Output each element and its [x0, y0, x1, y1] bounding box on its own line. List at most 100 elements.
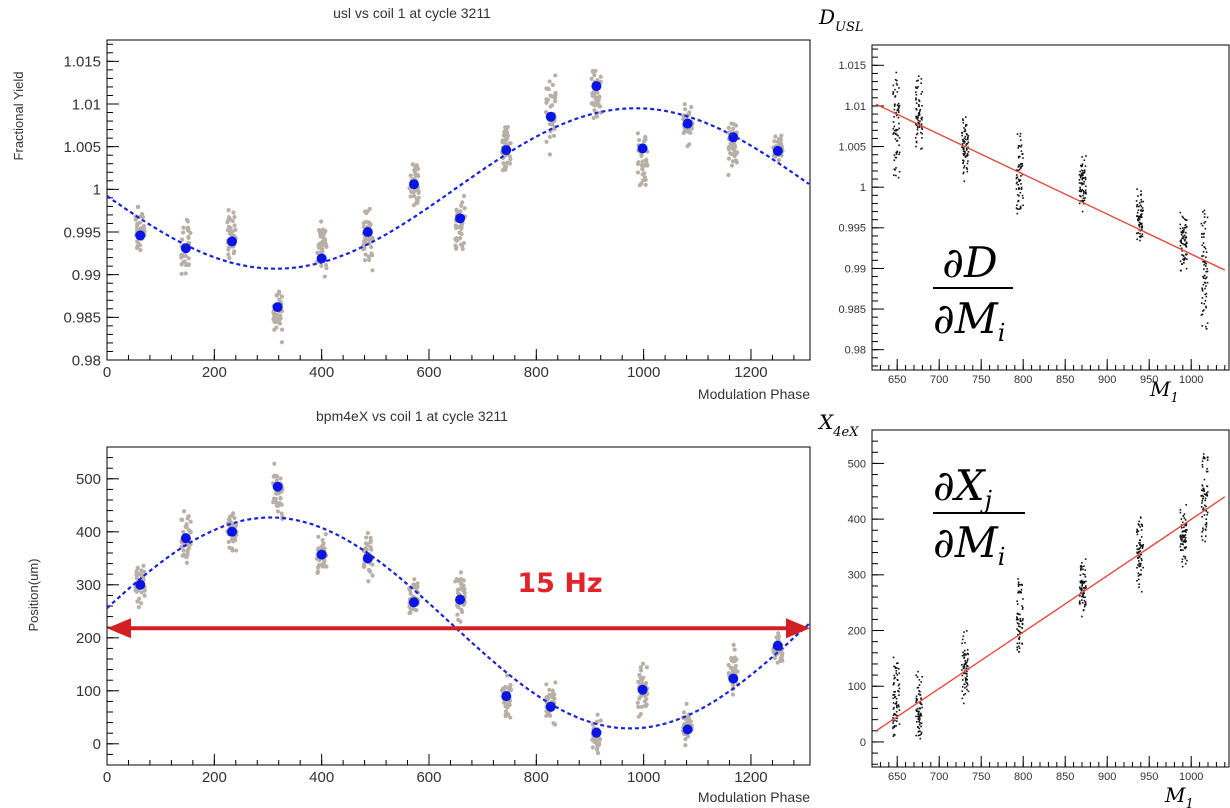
- data-point: [1136, 548, 1139, 551]
- data-point: [1021, 627, 1024, 629]
- data-point: [1085, 580, 1087, 583]
- raw-data-point: [183, 524, 188, 530]
- data-point: [892, 726, 894, 728]
- data-point: [1081, 177, 1084, 179]
- data-point: [892, 727, 894, 730]
- data-point: [897, 667, 900, 670]
- raw-data-point: [684, 701, 689, 706]
- mean-point: [728, 673, 739, 684]
- data-point: [1082, 197, 1085, 200]
- data-point: [1140, 573, 1142, 576]
- data-point: [1079, 580, 1082, 583]
- raw-data-point: [321, 546, 326, 551]
- raw-data-point: [547, 134, 552, 139]
- fit-line: [875, 496, 1226, 732]
- data-point: [1200, 222, 1203, 225]
- data-point: [916, 126, 919, 129]
- raw-data-point: [459, 607, 464, 612]
- data-point: [1180, 518, 1183, 520]
- raw-data-point: [728, 141, 733, 146]
- plot-area: 650 700 750 800 850 900 950 1000 0 100 200 300 400 50…: [848, 429, 1230, 783]
- data-point: [1204, 523, 1207, 526]
- data-point: [964, 641, 966, 644]
- data-point: [1137, 195, 1139, 197]
- data-point: [1182, 237, 1185, 240]
- raw-data-point: [363, 252, 368, 257]
- data-point: [1140, 536, 1143, 538]
- raw-data-point: [135, 565, 140, 571]
- data-point: [967, 141, 970, 144]
- raw-data-point: [323, 532, 328, 537]
- data-point: [1083, 169, 1086, 171]
- data-point: [1202, 255, 1205, 257]
- data-point: [892, 92, 895, 94]
- data-point: [1136, 188, 1138, 191]
- data-point: [920, 698, 922, 700]
- data-point: [1205, 305, 1207, 308]
- data-point: [917, 75, 920, 77]
- data-point: [921, 127, 923, 129]
- data-point: [1136, 551, 1138, 554]
- mean-point: [545, 701, 556, 712]
- data-point: [1182, 541, 1185, 543]
- data-point: [961, 686, 964, 688]
- data-point: [918, 679, 921, 681]
- raw-data-point: [734, 160, 739, 165]
- data-point: [1079, 190, 1081, 192]
- data-point: [1183, 229, 1185, 231]
- data-point: [1138, 520, 1140, 523]
- data-point: [1180, 233, 1183, 236]
- data-point: [1142, 544, 1144, 546]
- data-point: [1138, 550, 1140, 553]
- x-tick-label: 700: [930, 374, 948, 386]
- mean-point: [408, 597, 419, 608]
- data-point: [1203, 263, 1206, 266]
- y-tick-label: 1.015: [63, 54, 101, 71]
- data-point: [919, 730, 921, 733]
- data-point: [1206, 456, 1209, 459]
- data-point: [963, 653, 965, 656]
- data-point: [965, 685, 968, 688]
- raw-data-point: [138, 248, 143, 253]
- data-point: [1184, 236, 1187, 238]
- data-point: [918, 126, 921, 128]
- data-point: [1184, 239, 1186, 242]
- data-point: [1020, 188, 1023, 191]
- raw-data-point: [595, 750, 601, 756]
- data-point: [1081, 164, 1083, 167]
- raw-data-point: [187, 528, 192, 533]
- raw-data-point: [642, 171, 647, 176]
- raw-data-point: [366, 579, 371, 584]
- data-point: [1083, 159, 1086, 162]
- data-point: [1201, 500, 1204, 502]
- data-point: [1203, 504, 1206, 507]
- data-point: [918, 105, 920, 108]
- data-point: [892, 714, 895, 717]
- raw-data-point: [274, 503, 280, 508]
- data-point: [963, 127, 965, 129]
- data-point: [1019, 590, 1022, 593]
- data-point: [1179, 545, 1182, 548]
- raw-data-point: [225, 228, 230, 233]
- data-point: [962, 148, 965, 151]
- data-point: [1179, 244, 1182, 247]
- data-point: [1085, 586, 1087, 589]
- data-point: [1020, 588, 1023, 591]
- data-point: [1184, 557, 1187, 560]
- data-point: [961, 146, 964, 149]
- data-point: [1205, 265, 1207, 267]
- data-point: [918, 684, 921, 686]
- raw-data-point: [643, 704, 648, 709]
- data-point: [961, 118, 964, 120]
- data-point: [1179, 260, 1182, 263]
- y-tick-label: 0.98: [845, 345, 866, 357]
- data-point: [916, 686, 919, 689]
- data-point: [1137, 530, 1140, 533]
- data-point: [966, 673, 968, 675]
- data-point: [895, 156, 898, 159]
- data-point: [915, 709, 917, 711]
- data-point: [1203, 488, 1205, 491]
- data-point: [1020, 150, 1023, 152]
- data-point: [1015, 616, 1018, 618]
- raw-data-point: [462, 206, 467, 211]
